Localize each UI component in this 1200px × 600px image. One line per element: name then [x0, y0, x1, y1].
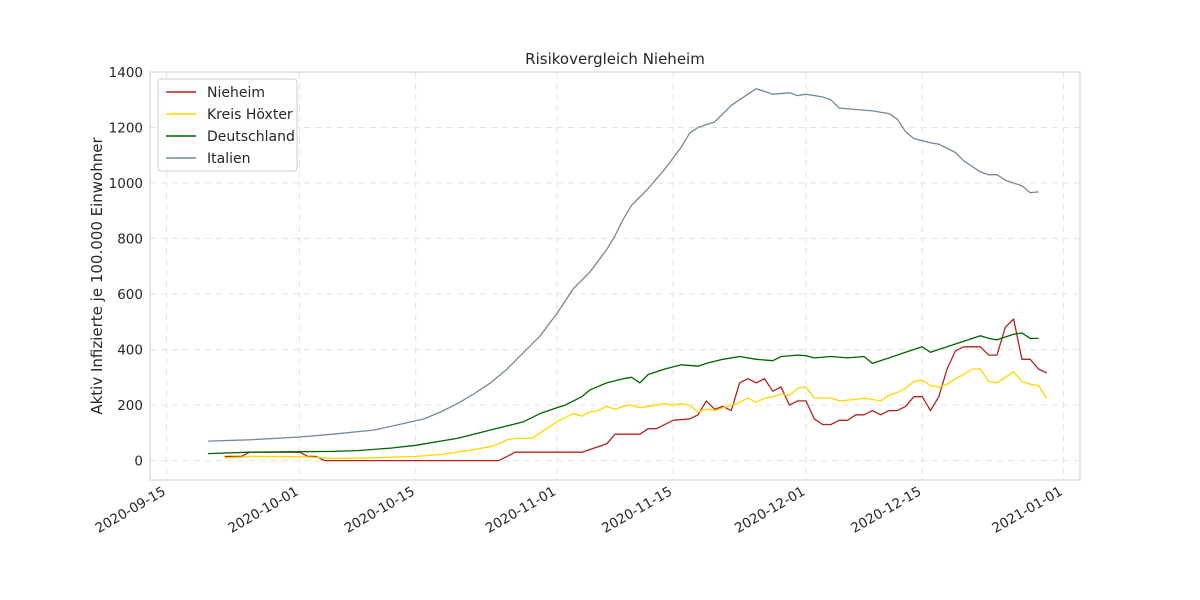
legend-label: Deutschland [207, 129, 295, 145]
legend: Nieheim Kreis Höxter Deutschland Italien [157, 78, 298, 172]
series-line [224, 368, 1048, 460]
chart-title: Risikovergleich Nieheim [525, 50, 705, 68]
legend-label: Kreis Höxter [207, 107, 293, 123]
legend-label: Nieheim [207, 85, 265, 101]
legend-box [157, 78, 298, 172]
y-tick-label: 1400 [109, 65, 143, 81]
x-tick-label: 2021-01-01 [989, 484, 1065, 537]
series-line [208, 88, 1039, 442]
y-tick-label: 0 [134, 454, 143, 470]
legend-label: Italien [207, 151, 250, 167]
x-tick-label: 2020-12-01 [732, 484, 808, 537]
y-axis-ticks: 0 200 400 600 800 1000 1200 1400 [109, 65, 143, 470]
series-line [224, 318, 1048, 462]
x-tick-label: 2020-11-01 [483, 484, 559, 537]
y-tick-label: 800 [117, 232, 143, 248]
y-tick-label: 200 [117, 398, 143, 414]
plot-frame [149, 71, 1081, 481]
x-tick-label: 2020-11-15 [599, 484, 675, 537]
y-tick-label: 600 [117, 287, 143, 303]
y-tick-label: 1200 [109, 121, 143, 137]
y-axis-title: Aktiv Infizierte je 100.000 Einwohner [88, 137, 106, 415]
series-line [208, 332, 1039, 455]
x-tick-label: 2020-10-15 [342, 484, 418, 537]
x-axis-ticks: 2020-09-15 2020-10-01 2020-10-15 2020-11-01… [93, 484, 1066, 537]
x-tick-label: 2020-09-15 [93, 484, 169, 537]
y-tick-label: 400 [117, 343, 143, 359]
y-tick-label: 1000 [109, 176, 143, 192]
x-tick-label: 2020-10-01 [226, 484, 302, 537]
series-lines [208, 88, 1048, 462]
x-tick-label: 2020-12-15 [848, 484, 924, 537]
grid [150, 71, 1080, 480]
